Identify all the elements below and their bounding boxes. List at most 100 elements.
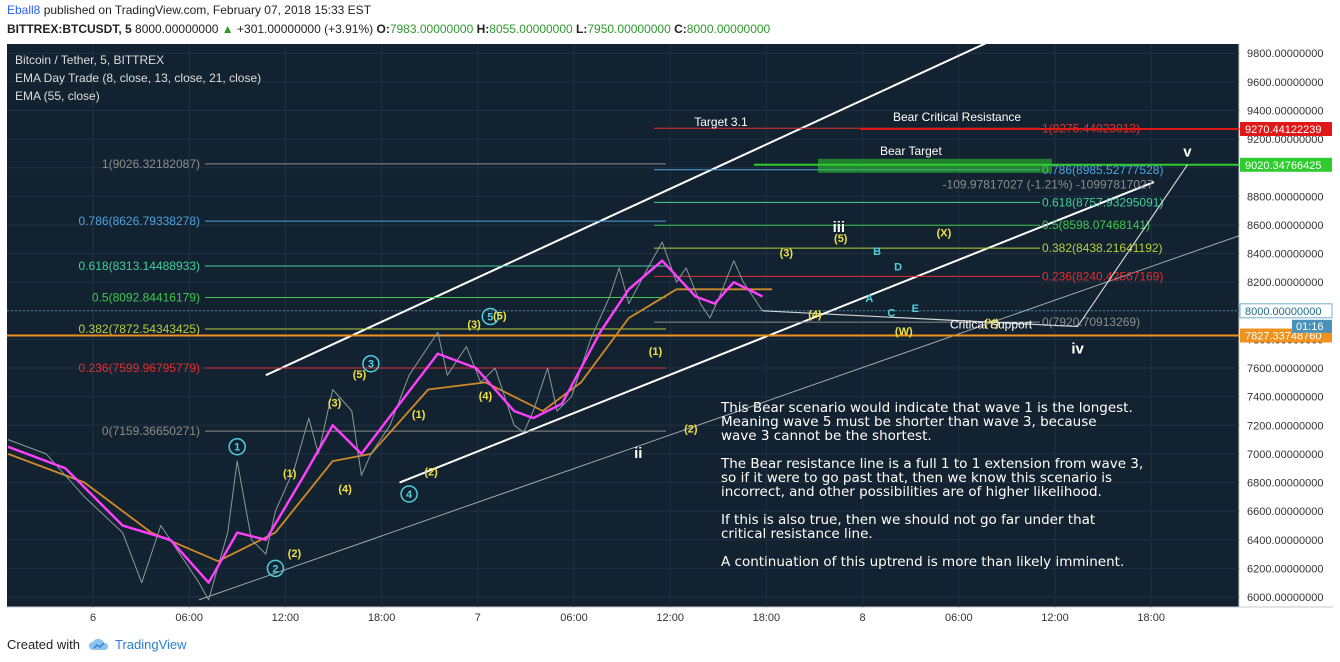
fib-left-label: 0.618(8313.14488933) bbox=[79, 259, 200, 273]
high-value: 8055.00000000 bbox=[489, 22, 573, 36]
y-tick-label: 6000.00000000 bbox=[1247, 592, 1323, 604]
wave-label: (Y) bbox=[984, 318, 999, 330]
x-tick-label: 8 bbox=[860, 612, 866, 624]
tradingview-brand[interactable]: TradingView bbox=[88, 637, 187, 652]
note-paragraph-3: If this is also true, then we should not… bbox=[721, 512, 1096, 542]
fib-left-label: 0.5(8092.84416179) bbox=[92, 291, 200, 305]
wave-label: (5) bbox=[834, 233, 848, 245]
x-tick-label: 06:00 bbox=[175, 612, 203, 624]
fib-right-label: 0.382(8438.21641192) bbox=[1042, 241, 1163, 255]
wave-label: (4) bbox=[338, 484, 352, 496]
y-tick-label: 9800.00000000 bbox=[1247, 48, 1323, 60]
legend-title: Bitcoin / Tether, 5, BITTREX bbox=[15, 53, 165, 67]
fib-left-label: 1(9026.32182087) bbox=[102, 157, 200, 171]
y-tick-label: 8600.00000000 bbox=[1247, 220, 1323, 232]
wave-label: (3) bbox=[328, 398, 342, 410]
price-line bbox=[7, 241, 763, 601]
wave-label: (5) bbox=[353, 369, 367, 381]
wave-label: 5 bbox=[487, 312, 493, 324]
wave-label: iv bbox=[1071, 341, 1084, 358]
x-tick-label: 12:00 bbox=[1041, 612, 1069, 624]
wave-label: v bbox=[1183, 143, 1192, 160]
wave-label: (X) bbox=[937, 227, 952, 239]
x-tick-label: 18:00 bbox=[1137, 612, 1165, 624]
wave-label: 1 bbox=[234, 442, 240, 454]
wave-label: (5) bbox=[493, 310, 507, 322]
x-tick-label: 18:00 bbox=[753, 612, 781, 624]
symbol-name: BITTREX:BTCUSDT, 5 bbox=[7, 22, 132, 36]
note-paragraph-1: This Bear scenario would indicate that w… bbox=[721, 400, 1133, 444]
y-tick-label: 7000.00000000 bbox=[1247, 449, 1323, 461]
author-link[interactable]: Eball8 bbox=[7, 3, 41, 17]
footer: Created with TradingView bbox=[7, 637, 187, 652]
wave-label: (1) bbox=[283, 468, 297, 480]
legend-ema-daytrade: EMA Day Trade (8, close, 13, close, 21, … bbox=[15, 71, 262, 85]
fib-right-label: 0.786(8985.52777528) bbox=[1042, 163, 1163, 177]
bear-target-label: Bear Target bbox=[880, 144, 942, 158]
y-tick-label: 7200.00000000 bbox=[1247, 420, 1323, 432]
y-tick-label: 6200.00000000 bbox=[1247, 563, 1323, 575]
y-tick-label: 6800.00000000 bbox=[1247, 478, 1323, 490]
low-value: 7950.00000000 bbox=[587, 22, 671, 36]
wave-label: ii bbox=[634, 445, 642, 462]
brand-text: TradingView bbox=[114, 637, 187, 652]
up-arrow-icon: ▲ bbox=[221, 22, 234, 36]
wave-label: (2) bbox=[684, 423, 698, 435]
x-tick-label: 06:00 bbox=[945, 612, 973, 624]
last-price: 8000.00000000 bbox=[135, 22, 219, 36]
y-tick-label: 7600.00000000 bbox=[1247, 363, 1323, 375]
level-price-tag-text: 7827.33748760 bbox=[1245, 331, 1321, 343]
y-tick-label: 8200.00000000 bbox=[1247, 277, 1323, 289]
wave-label: (3) bbox=[467, 319, 481, 331]
wave-label: (2) bbox=[424, 466, 438, 478]
legend-ema-55: EMA (55, close) bbox=[15, 89, 100, 103]
fib-left-label: 0.236(7599.96795779) bbox=[79, 361, 200, 375]
x-tick-label: 12:00 bbox=[272, 612, 300, 624]
level-price-tag bbox=[1240, 157, 1332, 172]
note-paragraph-2: The Bear resistance line is a full 1 to … bbox=[721, 456, 1144, 500]
current-price-tag bbox=[1239, 303, 1333, 319]
current-price-tag-text: 8000.00000000 bbox=[1245, 306, 1321, 318]
countdown-tag bbox=[1292, 319, 1332, 333]
wave-label: (4) bbox=[479, 391, 493, 403]
wave-label: E bbox=[912, 303, 919, 315]
channel-line-outer bbox=[198, 231, 1250, 601]
wave-label-circle bbox=[266, 559, 285, 578]
wave-label-circle bbox=[400, 485, 418, 503]
created-with-text: Created with bbox=[7, 637, 80, 652]
x-tick-label: 6 bbox=[90, 612, 96, 624]
wave-label: (1) bbox=[412, 409, 426, 421]
wave-label: D bbox=[894, 262, 902, 274]
y-tick-label: 6600.00000000 bbox=[1247, 506, 1323, 518]
wave-label-circle bbox=[481, 307, 500, 326]
low-label: L: bbox=[576, 22, 588, 36]
channel-line-upper bbox=[265, 30, 1012, 377]
level-price-tag-text: 9270.44122239 bbox=[1245, 124, 1321, 136]
wave-label-circle bbox=[228, 437, 246, 456]
countdown-tag-text: 01:16 bbox=[1296, 321, 1324, 333]
wave-label: (4) bbox=[808, 309, 822, 321]
open-value: 7983.00000000 bbox=[389, 22, 474, 36]
open-label: O: bbox=[376, 22, 390, 36]
wave-label: (W) bbox=[895, 326, 913, 338]
projection-path bbox=[762, 164, 1188, 328]
y-tick-label: 6400.00000000 bbox=[1247, 535, 1323, 547]
wave-label: 3 bbox=[368, 359, 374, 371]
wave-label: 2 bbox=[272, 563, 278, 575]
x-tick-label: 18:00 bbox=[368, 612, 396, 624]
annotation-text: Target 3.1 bbox=[694, 115, 748, 129]
wave-label: iii bbox=[833, 219, 846, 236]
wave-label: A bbox=[865, 293, 873, 305]
wave-label: C bbox=[887, 308, 895, 320]
fib-left-label: 0.786(8626.79338278) bbox=[79, 214, 200, 228]
wave-label-circle bbox=[362, 354, 380, 373]
x-tick-label: 7 bbox=[475, 612, 481, 624]
y-tick-label: 9600.00000000 bbox=[1247, 77, 1323, 89]
y-tick-label: 8800.00000000 bbox=[1247, 191, 1323, 203]
symbol-info: BITTREX:BTCUSDT, 5 8000.00000000 ▲ +301.… bbox=[7, 22, 770, 36]
fib-right-label: 0(7920.70913269) bbox=[1042, 315, 1140, 329]
level-price-tag-text: 9020.34766425 bbox=[1245, 160, 1321, 172]
fib-right-label: 0.236(8240.42567169) bbox=[1042, 269, 1163, 283]
channel-line-lower bbox=[399, 181, 1155, 484]
